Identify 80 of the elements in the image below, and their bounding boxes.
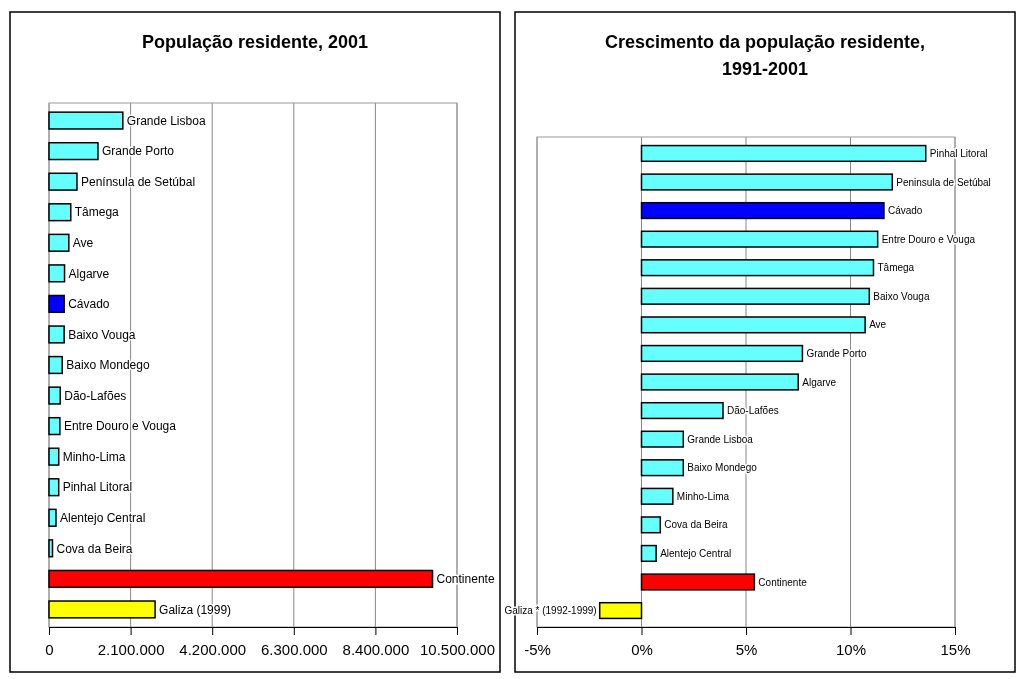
x-tick-label: 5% <box>735 640 758 658</box>
bar <box>48 508 57 527</box>
y-tick-label: Dão-Lafões <box>727 405 779 417</box>
y-tick-label: Cávado <box>68 297 110 312</box>
y-tick-label: Tâmega <box>877 262 915 274</box>
bar <box>48 111 124 130</box>
bar <box>640 344 804 363</box>
y-tick-label: Pinhal Litoral <box>62 480 133 495</box>
bar <box>48 447 60 466</box>
y-tick-label: Grande Porto <box>101 144 175 159</box>
x-tick-label: 0 <box>45 640 54 658</box>
y-tick-label: Minho-Lima <box>676 490 730 502</box>
bar <box>640 287 871 305</box>
x-tick-label: 0% <box>631 640 653 658</box>
y-tick-label: Ave <box>869 319 887 331</box>
y-tick-label: Galiza (1999) <box>159 602 232 617</box>
bar <box>640 144 927 163</box>
y-tick-label: Continente <box>436 572 495 587</box>
bar <box>48 600 156 619</box>
x-tick-label: 8.400.000 <box>342 640 410 658</box>
x-tick-label: 6.300.000 <box>260 640 328 658</box>
bar <box>48 478 60 497</box>
bar <box>48 141 99 161</box>
y-tick-label: Peninsula de Setúbal <box>896 176 991 188</box>
y-tick-label: Alentejo Central <box>59 510 146 525</box>
y-tick-label: Baixo Mondego <box>687 462 758 474</box>
y-tick-label: Baixo Vouga <box>68 327 136 342</box>
bar <box>640 430 685 448</box>
y-tick-label: Alentejo Central <box>660 547 732 559</box>
y-tick-label: Minho-Lima <box>62 449 126 464</box>
x-tick-label: 15% <box>940 640 971 658</box>
bar <box>48 355 63 375</box>
bar <box>640 401 724 420</box>
y-tick-label: Entre Douro e Vouga <box>881 233 976 245</box>
bar <box>48 294 65 314</box>
y-tick-label: Cova da Beira <box>664 519 729 531</box>
y-tick-label: Grande Porto <box>806 347 867 359</box>
y-tick-label: Cova da Beira <box>56 541 133 556</box>
bar <box>48 172 78 191</box>
bar <box>48 569 434 589</box>
x-tick-label: 10.500.000 <box>419 640 496 658</box>
y-tick-label: Entre Douro e Vouga <box>63 419 177 434</box>
x-tick-label: 2.100.000 <box>97 640 165 658</box>
bar <box>48 264 66 283</box>
x-tick-label: -5% <box>524 640 551 658</box>
y-tick-label: Grande Lisboa <box>687 433 754 445</box>
x-tick-label: 4.200.000 <box>179 640 247 658</box>
y-tick-label: Tâmega <box>74 205 120 220</box>
bar <box>640 316 866 334</box>
bar <box>640 201 885 220</box>
y-tick-label: Algarve <box>802 376 837 388</box>
y-tick-label: Baixo Mondego <box>66 358 150 373</box>
y-tick-label: Cávado <box>887 205 923 217</box>
bar <box>640 544 657 563</box>
bar <box>48 233 70 252</box>
chart-title: População residente, 2001 <box>141 32 369 52</box>
bar <box>48 386 62 405</box>
y-tick-label: Dão-Lafões <box>64 388 127 403</box>
y-tick-label: Ave <box>72 235 94 250</box>
bar <box>48 416 61 436</box>
bar <box>640 459 685 477</box>
bar <box>640 230 879 248</box>
y-tick-label: Pinhal Litoral <box>929 147 988 159</box>
bar <box>640 573 756 591</box>
bar <box>598 601 643 620</box>
bar <box>640 373 799 391</box>
y-tick-label: Baixo Vouga <box>873 290 930 302</box>
bar <box>640 259 875 277</box>
y-tick-label: Península de Setúbal <box>80 174 196 189</box>
y-tick-label: Continente <box>758 576 808 588</box>
y-tick-label: Grande Lisboa <box>126 113 206 128</box>
bar <box>640 173 894 191</box>
bar <box>48 203 72 222</box>
bar <box>48 325 65 344</box>
chart-title: Crescimento da população residente, 1991-2001 <box>604 32 926 79</box>
bar <box>640 516 662 534</box>
y-tick-label: Algarve <box>68 266 110 281</box>
bar <box>640 487 674 505</box>
bar <box>48 539 54 558</box>
x-tick-label: 10% <box>835 640 867 658</box>
